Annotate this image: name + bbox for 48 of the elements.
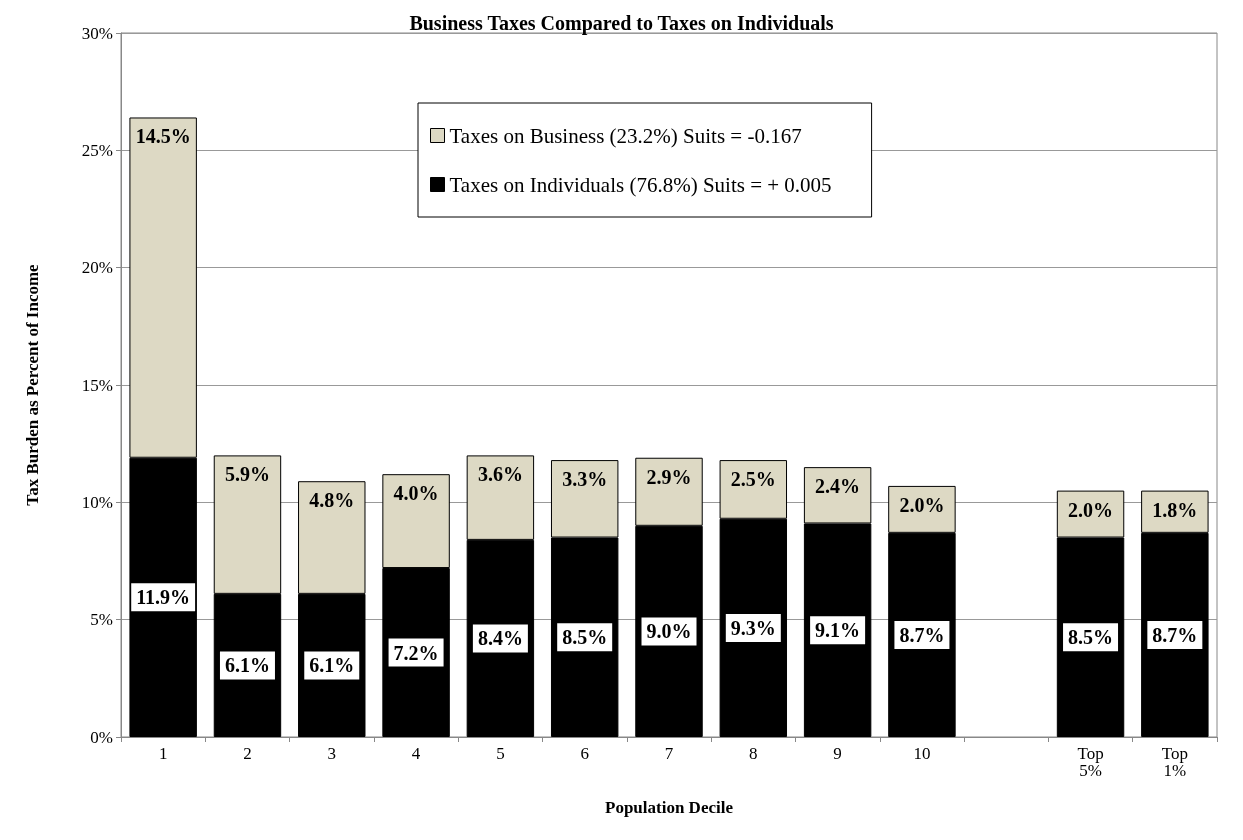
data-label: 5.9%: [224, 463, 270, 486]
y-tick-label: 30%: [81, 23, 113, 43]
x-tick-label: 8: [749, 744, 758, 763]
x-tick-label: 5: [496, 744, 505, 763]
chart-title: Business Taxes Compared to Taxes on Individuals: [409, 12, 834, 35]
x-tick-label: 10: [913, 744, 931, 763]
x-tick-label: 3: [327, 744, 337, 763]
y-axis-title: Tax Burden as Percent of Income: [23, 263, 42, 506]
x-tick-label: 4: [411, 744, 421, 763]
legend-label: Taxes on Individuals (76.8%) Suits = + 0.005: [449, 172, 832, 197]
data-label: 2.0%: [1068, 498, 1114, 521]
x-tick-label: 2: [243, 744, 252, 763]
x-tick-label: 9: [833, 744, 842, 763]
data-label: 9.1%: [815, 619, 861, 642]
data-label: 6.1%: [309, 654, 355, 677]
data-label: 9.0%: [646, 620, 692, 643]
y-tick-label: 5%: [90, 610, 113, 630]
y-tick-label: 15%: [81, 375, 113, 395]
data-label: 4.8%: [309, 489, 355, 512]
x-tick-label: 6: [580, 744, 589, 763]
y-tick-label: 0%: [90, 727, 113, 747]
data-label: 8.4%: [477, 627, 523, 650]
x-tick-label: Top 5%: [1077, 744, 1104, 780]
data-label: 8.7%: [899, 623, 945, 646]
data-label: 1.8%: [1152, 498, 1198, 521]
data-label: 3.6%: [477, 463, 523, 486]
data-label: 3.3%: [562, 468, 608, 491]
data-label: 8.7%: [1152, 623, 1198, 646]
x-tick-label: Top 1%: [1161, 744, 1188, 780]
y-tick-label: 25%: [81, 140, 113, 160]
y-tick-label: 10%: [81, 492, 113, 512]
data-label: 7.2%: [393, 641, 439, 664]
data-label: 8.5%: [1068, 626, 1114, 649]
data-label: 2.0%: [899, 493, 945, 516]
legend-label: Taxes on Business (23.2%) Suits = -0.167: [449, 123, 802, 148]
data-label: 11.9%: [136, 586, 191, 609]
data-label: 6.1%: [224, 654, 270, 677]
data-label: 2.5%: [730, 468, 776, 491]
data-label: 14.5%: [135, 125, 191, 148]
data-label: 4.0%: [393, 482, 439, 505]
data-label: 8.5%: [562, 626, 608, 649]
x-axis-title: Population Decile: [605, 798, 734, 817]
y-tick-label: 20%: [81, 258, 113, 278]
data-label: 9.3%: [730, 616, 776, 639]
data-label: 2.9%: [646, 465, 692, 488]
data-label: 2.4%: [815, 475, 861, 498]
x-tick-label: 1: [158, 744, 168, 763]
x-tick-label: 7: [664, 744, 674, 763]
